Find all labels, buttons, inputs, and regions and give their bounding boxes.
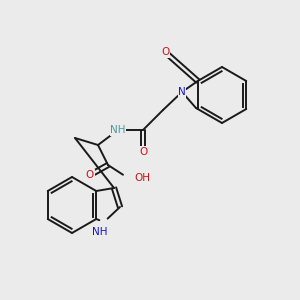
Text: O: O — [161, 47, 169, 57]
Text: O: O — [86, 170, 94, 180]
Text: NH: NH — [92, 227, 108, 237]
Text: OH: OH — [134, 173, 150, 183]
Text: NH: NH — [110, 125, 126, 135]
Text: N: N — [178, 87, 186, 97]
Text: O: O — [139, 147, 147, 157]
